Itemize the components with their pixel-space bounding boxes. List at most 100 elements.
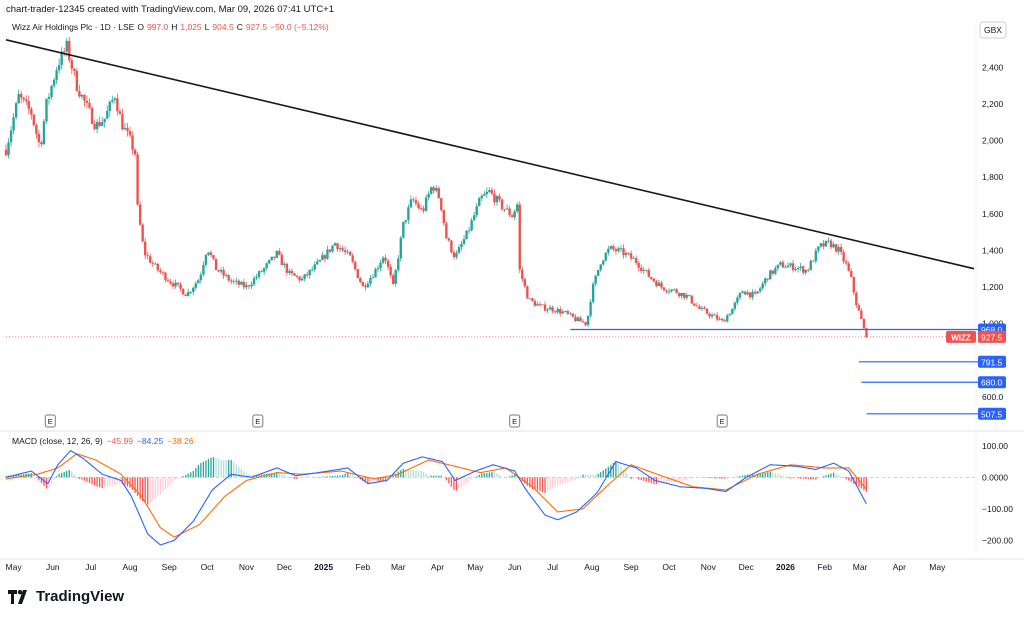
candle-body — [247, 285, 251, 287]
candle-body — [143, 241, 147, 256]
time-axis-label: Dec — [277, 562, 293, 572]
candle-body — [751, 292, 754, 298]
candle-body — [356, 269, 359, 278]
candle-body — [75, 70, 79, 92]
candle-body — [199, 274, 203, 281]
candle-body — [847, 263, 850, 271]
candle-body — [543, 304, 547, 311]
candle-body — [832, 244, 835, 248]
candle-body — [435, 188, 438, 191]
candle-body — [581, 321, 585, 323]
candle-body — [619, 248, 623, 249]
candle-body — [865, 328, 868, 337]
candle-body — [726, 315, 729, 322]
earnings-marker[interactable] — [509, 414, 521, 428]
candle-body — [526, 286, 529, 299]
candle-body — [422, 208, 425, 211]
candle-body — [333, 243, 337, 246]
legend-close: 927.5 — [246, 22, 268, 32]
time-axis-label: Nov — [701, 562, 717, 572]
candle-body — [209, 252, 213, 256]
time-axis-label: 2025 — [314, 562, 333, 572]
candle-body — [807, 269, 810, 271]
candle-body — [495, 196, 499, 203]
tradingview-logo-text: TradingView — [36, 588, 125, 605]
earnings-marker[interactable] — [716, 414, 728, 428]
candle-body — [128, 130, 132, 136]
candle-body — [171, 283, 175, 287]
candle-body — [804, 269, 807, 273]
candle-body — [146, 255, 149, 257]
earnings-marker[interactable] — [252, 414, 264, 428]
candle-body — [192, 287, 195, 292]
candle-body — [728, 314, 731, 316]
time-axis-label: Jul — [547, 562, 558, 572]
candle-body — [442, 210, 446, 224]
candle-body — [409, 199, 413, 208]
earnings-marker-label: E — [255, 417, 260, 426]
price-tick-label: 1,600 — [982, 209, 1004, 219]
trendline[interactable] — [5, 39, 975, 270]
candle-body — [546, 309, 549, 311]
candle-body — [298, 276, 301, 281]
time-axis-label: Jun — [508, 562, 522, 572]
currency-box[interactable] — [979, 21, 1007, 39]
candle-body — [389, 266, 392, 276]
candle-body — [574, 316, 577, 322]
candle-body — [116, 98, 119, 112]
candle-body — [384, 257, 387, 261]
candle-body — [548, 307, 552, 310]
candle-body — [83, 94, 86, 101]
time-axis-label: Mar — [391, 562, 406, 572]
candle-body — [273, 256, 276, 258]
level-price-label: 791.5 — [981, 357, 1003, 367]
candle-body — [90, 107, 94, 124]
candle-body — [27, 101, 30, 109]
candle-body — [308, 269, 311, 276]
price-tick-label: 2,200 — [982, 99, 1004, 109]
candle-body — [812, 260, 815, 262]
candle-body — [108, 101, 111, 111]
candle-body — [326, 249, 329, 259]
candle-body — [743, 291, 747, 295]
candle-body — [262, 268, 266, 272]
candle-body — [617, 248, 620, 252]
candle-body — [852, 277, 855, 293]
candle-body — [839, 246, 843, 253]
candle-body — [118, 111, 122, 115]
candle-body — [695, 305, 699, 307]
candle-body — [829, 240, 833, 248]
candle-body — [809, 260, 812, 271]
macd-signal-line — [5, 453, 867, 538]
candle-body — [85, 100, 89, 103]
candle-body — [779, 262, 782, 265]
tradingview-logo[interactable]: TradingView — [8, 588, 124, 605]
candle-body — [609, 246, 613, 249]
candle-body — [45, 98, 48, 122]
candle-body — [824, 240, 828, 247]
candle-body — [40, 142, 43, 145]
price-tick-label: 2,000 — [982, 136, 1004, 146]
candle-body — [764, 278, 767, 284]
earnings-marker[interactable] — [44, 414, 56, 428]
candle-body — [470, 220, 473, 231]
macd-tick-label: 100.00 — [982, 441, 1008, 451]
candle-body — [65, 40, 68, 52]
time-axis-label: Jun — [46, 562, 60, 572]
legend-open: 997.0 — [147, 22, 169, 32]
time-axis-label: Mar — [853, 562, 868, 572]
candle-body — [169, 281, 172, 284]
candle-body — [794, 269, 797, 271]
candle-body — [523, 279, 526, 287]
candle-body — [371, 277, 375, 279]
candle-body — [769, 270, 772, 280]
candle-body — [189, 291, 192, 293]
macd-tick-label: 0.0000 — [982, 472, 1008, 482]
candle-body — [237, 280, 241, 285]
candle-body — [313, 264, 316, 270]
candle-body — [467, 230, 471, 232]
candle-body — [662, 287, 666, 291]
candle-body — [57, 64, 61, 71]
candle-body — [862, 318, 866, 329]
